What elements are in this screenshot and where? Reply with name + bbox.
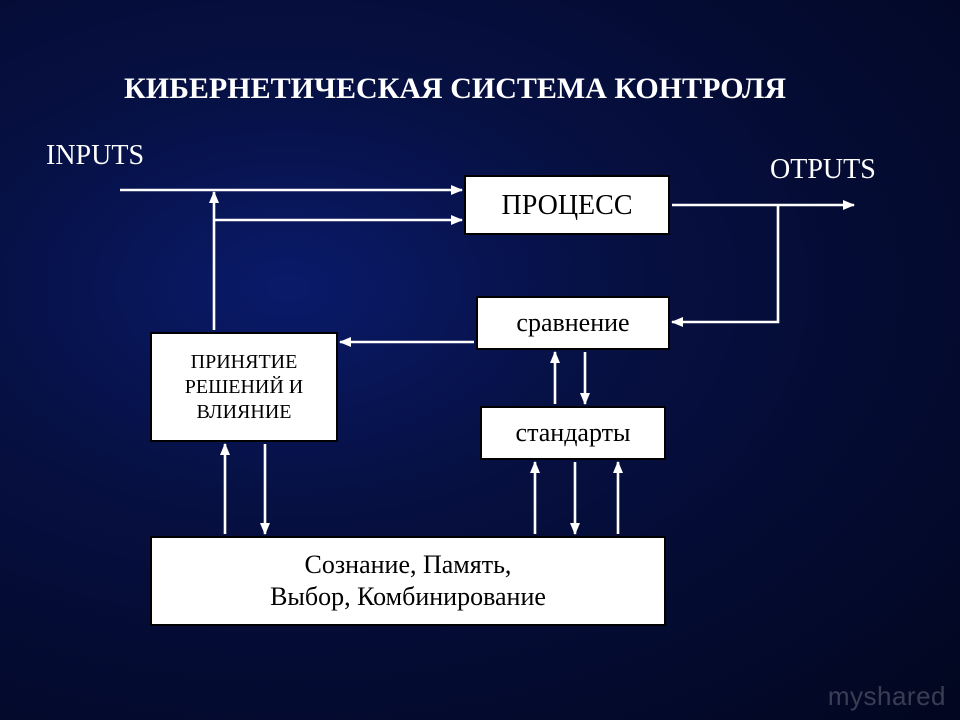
node-standards: стандарты [480,406,666,460]
node-decision: ПРИНЯТИЕ РЕШЕНИЙ И ВЛИЯНИЕ [150,332,338,442]
node-process: ПРОЦЕСС [464,175,670,235]
label-inputs: INPUTS [46,140,144,172]
diagram-title: КИБЕРНЕТИЧЕСКАЯ СИСТЕМА КОНТРОЛЯ [124,72,786,106]
node-cognition: Сознание, Память, Выбор, Комбинирование [150,536,666,626]
node-compare: сравнение [476,296,670,350]
watermark: myshared [828,681,946,712]
edge-out-down-compare [672,205,778,322]
label-outputs: OTPUTS [770,154,876,186]
